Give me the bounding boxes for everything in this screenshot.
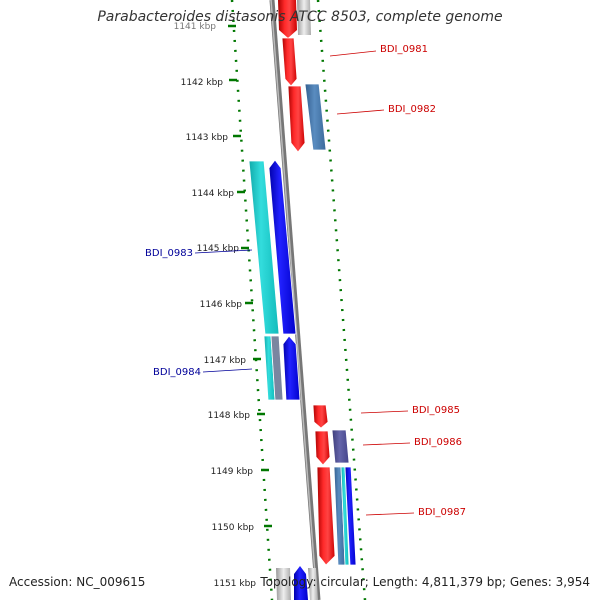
map-title: Parabacteroides distasonis ATCC 8503, co… <box>97 9 503 25</box>
gene-feature-top-fragment[interactable] <box>278 0 311 38</box>
gene-label-bdi-0982[interactable]: BDI_0982 <box>388 104 436 115</box>
ruler-label: 1148 kbp <box>208 411 251 421</box>
ruler-label: 1142 kbp <box>181 78 224 88</box>
gene-bdi-0987-arrow[interactable] <box>316 466 336 566</box>
gene-bdi-0987-cyan-track[interactable] <box>340 466 350 566</box>
gene-bdi-0986-arrow[interactable] <box>314 430 331 466</box>
gene-bdi-0987-blue-track[interactable] <box>344 466 357 566</box>
gene-bdi-0984-steel-track[interactable] <box>270 335 284 401</box>
gene-bdi-0982-track[interactable] <box>304 83 327 151</box>
gene-bdi-0985-arrow[interactable] <box>312 404 329 429</box>
gene-bdi-0982-arrow[interactable] <box>287 85 306 153</box>
gene-label-bdi-0985[interactable]: BDI_0985 <box>412 405 460 416</box>
gene-label-bdi-0983[interactable]: BDI_0983 <box>145 248 193 259</box>
ruler-label: 1151 kbp <box>214 579 257 589</box>
ruler-label: 1145 kbp <box>197 244 240 254</box>
genome-stats-text: Topology: circular; Length: 4,811,379 bp… <box>260 575 590 589</box>
ruler-label: 1150 kbp <box>212 523 255 533</box>
gene-bdi-0984-arrow[interactable] <box>282 335 301 401</box>
gene-bdi-0981-arrow[interactable] <box>281 37 298 87</box>
ruler-label: 1143 kbp <box>186 133 229 143</box>
ruler-label: 1147 kbp <box>204 356 247 366</box>
genome-backbone <box>269 0 321 600</box>
gene-label-bdi-0986[interactable]: BDI_0986 <box>414 437 462 448</box>
accession-text: Accession: NC_009615 <box>9 575 146 589</box>
gene-feature-bottom-fragment[interactable] <box>276 566 318 600</box>
gene-label-bdi-0987[interactable]: BDI_0987 <box>418 507 466 518</box>
scale-guide-dots <box>230 0 367 600</box>
ruler-label: 1141 kbp <box>174 22 217 32</box>
ruler-label: 1149 kbp <box>211 467 254 477</box>
ruler-label: 1146 kbp <box>200 300 243 310</box>
gene-bdi-0986-track[interactable] <box>331 429 350 464</box>
gene-bdi-0983-cyan-track[interactable] <box>248 160 280 335</box>
gene-label-leaders <box>194 50 415 516</box>
ruler-labels: 1141 kbp 1142 kbp 1143 kbp 1144 kbp 1145… <box>174 22 257 589</box>
ruler-label: 1144 kbp <box>192 189 235 199</box>
ruler-ticks <box>228 24 272 528</box>
gene-label-bdi-0984[interactable]: BDI_0984 <box>153 367 201 378</box>
gene-label-bdi-0981[interactable]: BDI_0981 <box>380 44 428 55</box>
gene-bdi-0983-arrow[interactable] <box>268 159 297 335</box>
